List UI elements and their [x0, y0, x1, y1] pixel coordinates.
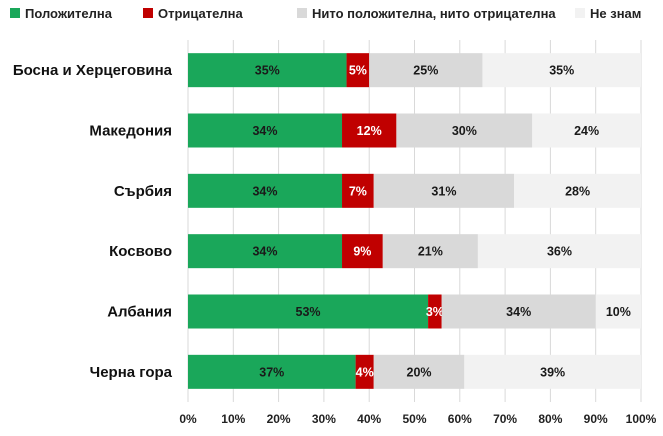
data-label: 24% [574, 124, 599, 138]
data-label: 20% [407, 365, 432, 379]
legend-swatch-4 [575, 8, 585, 18]
legend: Положителна Отрицателна Нито положителна, … [10, 6, 641, 21]
data-label: 37% [259, 365, 284, 379]
bar-segment [514, 173, 641, 208]
data-label: 53% [296, 305, 321, 319]
bar-segment [355, 354, 374, 389]
bar-segment [188, 234, 343, 269]
category-label: Черна гора [90, 364, 173, 381]
bar-segment [477, 234, 641, 269]
bar-segment [441, 294, 596, 329]
bar-segment [188, 354, 356, 389]
bar-segment [369, 53, 483, 88]
gridlines [187, 40, 642, 402]
data-label: 30% [452, 124, 477, 138]
data-label: 35% [549, 64, 574, 78]
legend-label-3: Нито положителна, нито отрицателна [312, 6, 556, 21]
x-tick-label: 0% [179, 412, 197, 426]
x-tick-label: 80% [538, 412, 562, 426]
bar-segment [373, 173, 515, 208]
x-tick-label: 100% [626, 412, 657, 426]
x-tick-label: 30% [312, 412, 336, 426]
data-label: 25% [413, 64, 438, 78]
bar-segment [342, 113, 397, 148]
bar-segment [188, 294, 429, 329]
bar-segment [532, 113, 641, 148]
x-tick-label: 20% [267, 412, 291, 426]
data-label: 12% [357, 124, 382, 138]
x-tick-label: 90% [584, 412, 608, 426]
data-label: 31% [431, 184, 456, 198]
data-label: 28% [565, 184, 590, 198]
bar-segment [342, 234, 383, 269]
bar-segment [342, 173, 374, 208]
data-label: 34% [252, 184, 277, 198]
category-labels: Босна и Херцеговина Македония Сърбия Косвов… [13, 62, 173, 381]
bar-segment [188, 113, 343, 148]
x-tick-label: 70% [493, 412, 517, 426]
bars: 35% 5% 25% 35% 34% 12% 30% 24% 34% 7% 31% 28% 34% 9% 2… [188, 53, 641, 389]
legend-swatch-3 [297, 8, 307, 18]
bar-segment [464, 354, 641, 389]
category-label: Босна и Херцеговина [13, 62, 173, 79]
x-tick-label: 50% [402, 412, 426, 426]
data-label: 5% [349, 64, 367, 78]
bar-segment [482, 53, 641, 88]
x-tick-label: 60% [448, 412, 472, 426]
bar-segment [396, 113, 533, 148]
legend-label-1: Положителна [25, 6, 113, 21]
legend-swatch-2 [143, 8, 153, 18]
bar-segment [595, 294, 641, 329]
category-label: Сърбия [114, 183, 172, 200]
category-label: Косвово [109, 243, 172, 260]
data-label: 34% [252, 124, 277, 138]
data-label: 7% [349, 184, 367, 198]
data-label: 35% [255, 64, 280, 78]
data-label: 34% [252, 245, 277, 259]
bar-segment [382, 234, 478, 269]
legend-label-4: Не знам [590, 6, 641, 21]
data-label: 4% [356, 365, 374, 379]
data-label: 39% [540, 365, 565, 379]
legend-label-2: Отрицателна [158, 6, 243, 21]
data-label: 10% [606, 305, 631, 319]
x-tick-label: 10% [221, 412, 245, 426]
x-tick-label: 40% [357, 412, 381, 426]
x-axis-ticks: 0% 10% 20% 30% 40% 50% 60% 70% 80% 90% 100% [179, 412, 656, 426]
bar-segment [188, 53, 347, 88]
bar-segment [346, 53, 370, 88]
data-label: 34% [506, 305, 531, 319]
bar-segment [428, 294, 442, 329]
data-label: 21% [418, 245, 443, 259]
data-label: 3% [426, 305, 444, 319]
bar-segment [373, 354, 465, 389]
category-label: Албания [107, 304, 172, 321]
legend-swatch-1 [10, 8, 20, 18]
data-label: 36% [547, 245, 572, 259]
category-label: Македония [89, 123, 172, 140]
bar-segment [188, 173, 343, 208]
data-label: 9% [353, 245, 371, 259]
